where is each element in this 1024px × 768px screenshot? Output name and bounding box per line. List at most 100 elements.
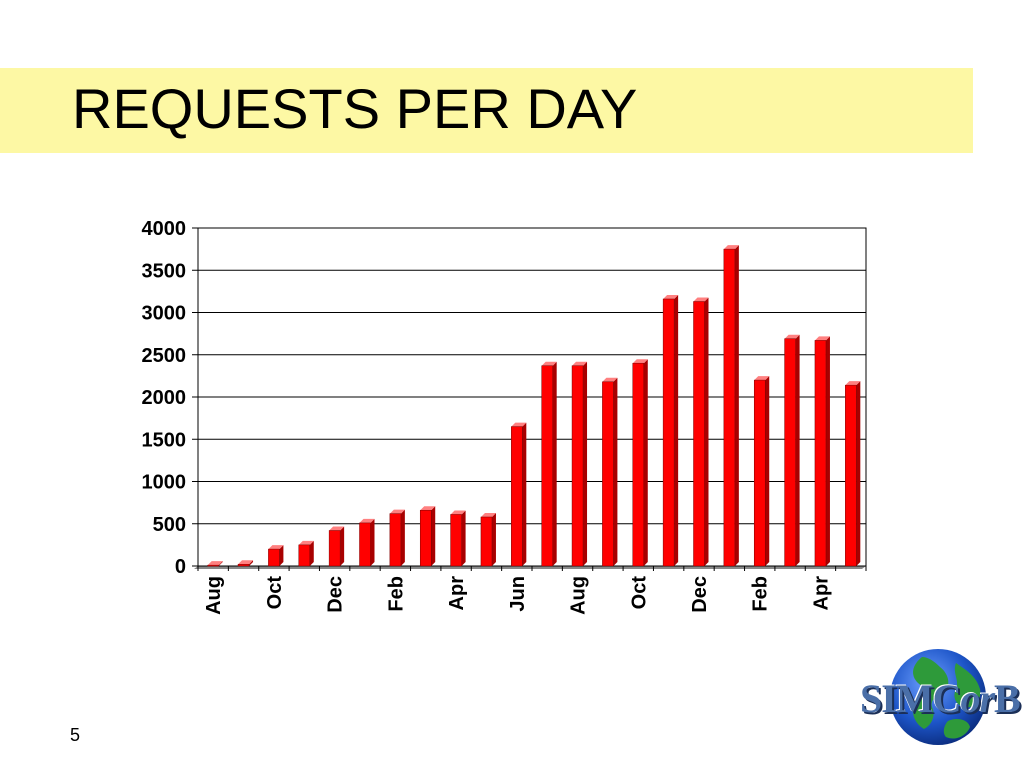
bar <box>571 361 588 567</box>
bar-front <box>541 365 553 567</box>
globe-icon <box>890 649 986 745</box>
bar-top <box>238 560 254 565</box>
bar-top <box>723 245 739 250</box>
x-tick-label: Dec <box>689 576 711 613</box>
bar <box>602 377 618 567</box>
bar-side <box>218 561 223 566</box>
x-tick-label: Aug <box>203 576 225 615</box>
bar <box>632 359 648 567</box>
bar-side <box>856 381 861 566</box>
bar-layer <box>207 245 861 567</box>
y-tick-label: 3500 <box>142 260 187 282</box>
bar <box>298 540 314 567</box>
bar-top <box>541 361 557 366</box>
bar <box>541 361 557 567</box>
bar-top <box>754 376 770 381</box>
y-tick-label: 1500 <box>142 429 187 451</box>
bar-side <box>643 359 648 566</box>
bar-front <box>723 248 736 567</box>
bar-top <box>389 509 405 514</box>
y-tick-label: 2500 <box>142 345 187 367</box>
x-tick-label: Dec <box>325 576 347 613</box>
bar-side <box>309 540 314 566</box>
simcorb-logo: SIMCorB <box>852 645 1022 750</box>
x-tick-label: Oct <box>628 576 650 610</box>
bar-side <box>583 361 588 566</box>
bar-side <box>461 510 466 566</box>
bar <box>359 518 375 567</box>
bar-side <box>552 361 557 566</box>
bar <box>511 422 527 567</box>
bar-front <box>419 509 432 567</box>
bar-top <box>480 512 496 517</box>
bar-front <box>480 516 493 567</box>
bar-front <box>207 564 219 567</box>
slide-title: REQUESTS PER DAY <box>72 77 638 140</box>
bar-side <box>431 506 436 566</box>
bar-front <box>389 513 402 567</box>
bar-top <box>450 510 466 515</box>
bar <box>693 297 709 567</box>
bar-top <box>663 294 679 299</box>
bar-top <box>298 540 314 545</box>
bar-front <box>845 384 857 567</box>
bar-front <box>511 426 523 567</box>
bar-top <box>511 422 527 427</box>
bar-front <box>328 530 341 567</box>
bar-top <box>814 336 830 341</box>
bar-front <box>814 340 827 567</box>
bar <box>662 294 679 567</box>
bar-side <box>249 560 254 566</box>
page-number: 5 <box>70 725 81 745</box>
bar-top <box>572 361 588 366</box>
bar <box>328 526 345 567</box>
bar-top <box>845 381 861 386</box>
x-tick-label: Apr <box>446 576 468 611</box>
bar-side <box>704 297 709 566</box>
bar <box>389 509 405 567</box>
bar <box>207 561 223 567</box>
bar-top <box>784 334 800 339</box>
bar-side <box>400 509 405 566</box>
bar-side <box>795 334 800 566</box>
y-tick-label: 0 <box>175 556 186 578</box>
y-tick-label: 500 <box>153 514 186 536</box>
bar-top <box>207 561 223 566</box>
x-tick-label: Feb <box>385 576 407 612</box>
x-tick-label: Apr <box>810 576 832 611</box>
bar-top <box>693 297 709 302</box>
x-tick-label: Feb <box>750 576 772 612</box>
bar-side <box>765 376 770 566</box>
bar-side <box>734 245 739 566</box>
bar-side <box>613 377 618 566</box>
bar-front <box>693 301 705 567</box>
bar <box>480 512 496 567</box>
bar-side <box>491 512 496 566</box>
y-tick-label: 4000 <box>142 218 187 240</box>
title-band: REQUESTS PER DAY <box>0 68 973 153</box>
bar-front <box>602 381 614 567</box>
bar-front <box>268 548 280 567</box>
x-tick-label: Oct <box>264 576 286 610</box>
plot-floor <box>194 566 866 569</box>
bar-top <box>268 545 284 550</box>
bar-front <box>632 362 645 567</box>
bar-top <box>329 526 345 531</box>
x-tick-label: Aug <box>568 576 590 615</box>
bar <box>753 376 770 567</box>
bar <box>784 334 800 567</box>
bar-front <box>571 365 584 567</box>
bar-top <box>632 359 648 364</box>
bar-side <box>279 545 284 566</box>
bar-side <box>522 422 527 566</box>
bar-front <box>359 522 371 567</box>
logo-wordmark: SIMCorB <box>860 676 1021 721</box>
bar-front <box>784 338 796 567</box>
bar-side <box>674 294 679 566</box>
bar-front <box>450 514 462 567</box>
bar-front <box>298 544 311 567</box>
bar-front <box>753 379 766 567</box>
bar <box>723 245 739 567</box>
bar-top <box>420 506 436 511</box>
